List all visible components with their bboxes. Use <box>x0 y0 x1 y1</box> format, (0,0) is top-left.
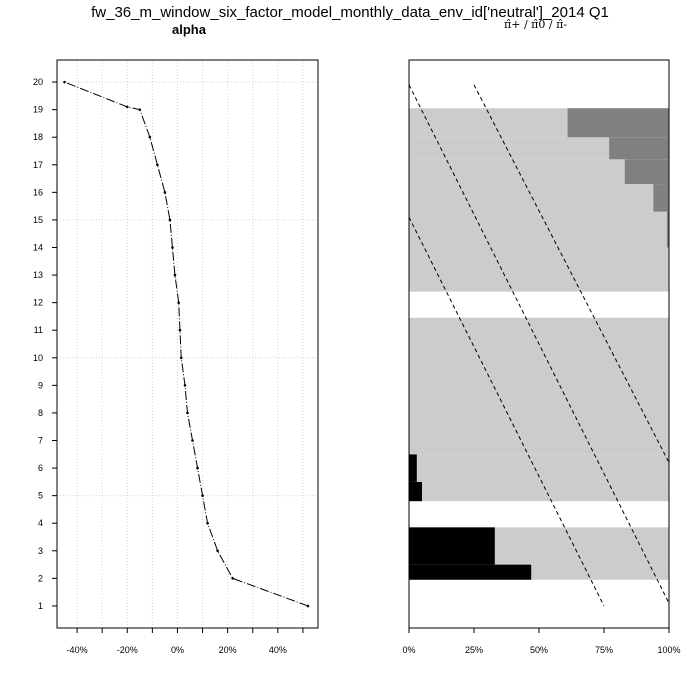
alpha-point <box>173 273 177 277</box>
alpha-point <box>179 356 183 360</box>
x-tick-label: 20% <box>219 645 237 655</box>
alpha-line <box>64 81 309 607</box>
alpha-point <box>196 466 199 470</box>
y-tick-label: 13 <box>33 270 43 280</box>
y-tick-label: 20 <box>33 77 43 87</box>
alpha-point <box>306 604 310 608</box>
y-tick-label: 16 <box>33 187 43 197</box>
y-tick-label: 15 <box>33 215 43 225</box>
alpha-point <box>186 411 189 415</box>
x-tick-label: 25% <box>465 645 483 655</box>
dashed-line <box>408 216 605 607</box>
alpha-point <box>177 301 181 304</box>
alpha-point <box>201 494 204 497</box>
neg-band <box>409 527 495 565</box>
zero-band <box>409 137 669 160</box>
y-tick-label: 4 <box>38 518 43 528</box>
pos-band <box>666 211 669 248</box>
y-tick-label: 14 <box>33 242 43 252</box>
alpha-point <box>63 80 66 84</box>
neg-band <box>409 481 422 502</box>
alpha-point <box>191 439 194 442</box>
pos-band <box>609 137 669 160</box>
x-tick-label: 100% <box>657 645 680 655</box>
y-tick-label: 10 <box>33 353 43 363</box>
alpha-point <box>163 191 167 194</box>
right-panel-title: π̂+ / π̂0 / π̂- <box>504 18 568 31</box>
left-plot-frame <box>56 59 319 629</box>
y-tick-label: 9 <box>38 380 43 390</box>
dashed-line <box>473 84 670 463</box>
x-tick-label: 50% <box>530 645 548 655</box>
alpha-point <box>156 163 159 167</box>
pos-band <box>624 159 669 185</box>
alpha-point <box>206 521 209 525</box>
y-tick-label: 2 <box>38 573 43 583</box>
y-tick-label: 8 <box>38 408 43 418</box>
x-tick-label: 0% <box>171 645 184 655</box>
y-tick-label: 12 <box>33 298 43 308</box>
neg-band <box>409 564 532 580</box>
alpha-point <box>231 577 234 580</box>
alpha-point <box>148 135 152 139</box>
dashed-line <box>408 84 670 604</box>
y-tick-label: 19 <box>33 105 43 115</box>
zero-band <box>409 317 669 455</box>
pos-band <box>567 108 669 138</box>
left-panel-title: alpha <box>172 22 206 37</box>
pos-band <box>653 184 669 212</box>
y-tick-label: 5 <box>38 491 43 501</box>
y-tick-label: 3 <box>38 546 43 556</box>
x-tick-label: -40% <box>67 645 88 655</box>
y-tick-label: 1 <box>38 601 43 611</box>
alpha-point <box>168 218 172 222</box>
alpha-point <box>183 384 187 387</box>
zero-band <box>409 184 669 212</box>
alpha-point <box>216 549 219 553</box>
zero-band <box>409 454 669 482</box>
alpha-point <box>125 105 129 109</box>
chart-title: fw_36_m_window_six_factor_model_monthly_… <box>91 4 609 21</box>
y-tick-label: 17 <box>33 160 43 170</box>
x-tick-label: 0% <box>402 645 415 655</box>
x-tick-label: 40% <box>269 645 287 655</box>
alpha-point <box>171 246 174 249</box>
x-tick-label: 75% <box>595 645 613 655</box>
zero-band <box>409 247 669 292</box>
alpha-point <box>138 108 142 111</box>
alpha-point <box>178 328 182 332</box>
y-tick-label: 18 <box>33 132 43 142</box>
zero-band <box>409 211 669 248</box>
y-tick-label: 11 <box>34 325 43 335</box>
neg-band <box>409 454 417 482</box>
zero-band <box>409 481 669 502</box>
y-tick-label: 7 <box>38 436 43 446</box>
y-tick-label: 6 <box>38 463 43 473</box>
x-tick-label: -20% <box>117 645 138 655</box>
